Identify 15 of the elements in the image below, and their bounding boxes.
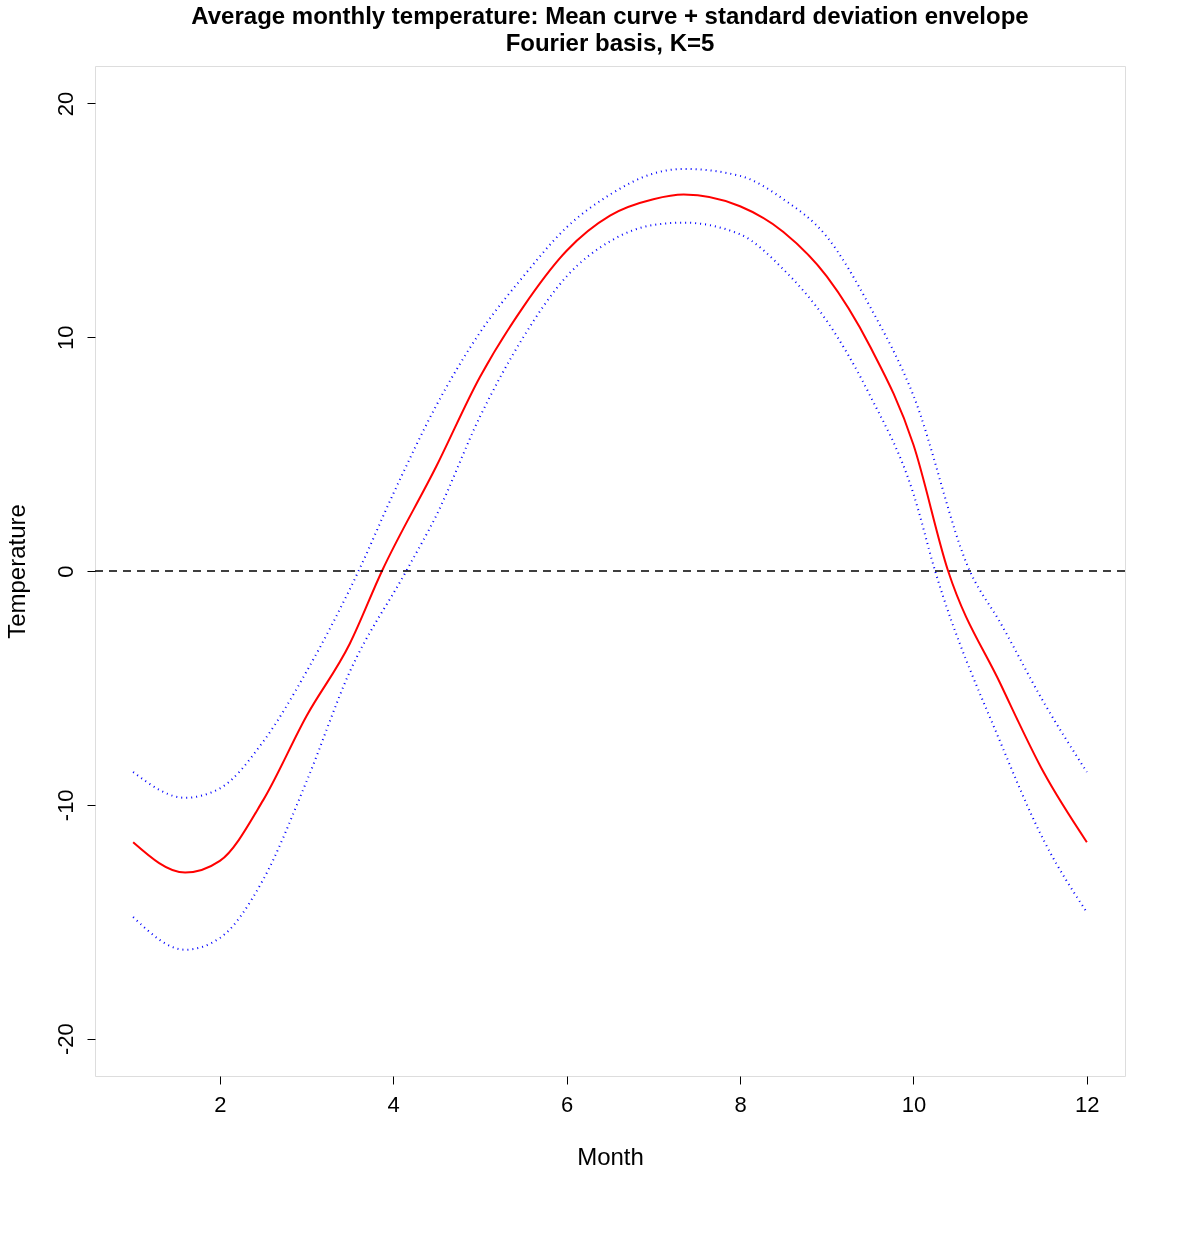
chart-subtitle: Fourier basis, K=5 [505,29,715,56]
x-tick-label: 2 [214,1091,227,1117]
y-tick-label: -10 [52,789,78,822]
y-tick-label: 20 [52,91,78,117]
x-tick-label: 8 [734,1091,747,1117]
y-tick-label: 10 [52,325,78,350]
x-tick-label: 10 [901,1091,927,1117]
x-tick-label: 6 [561,1091,574,1117]
chart-title: Average monthly temperature: Mean curve + standard deviation envelope [191,2,1029,29]
y-axis-title: Temperature [2,504,30,639]
y-tick-label: 0 [52,565,78,578]
x-axis-title: Month [577,1142,644,1170]
y-tick-label: -20 [52,1023,78,1055]
x-tick-label: 4 [387,1091,400,1117]
x-tick-label: 12 [1075,1091,1100,1117]
